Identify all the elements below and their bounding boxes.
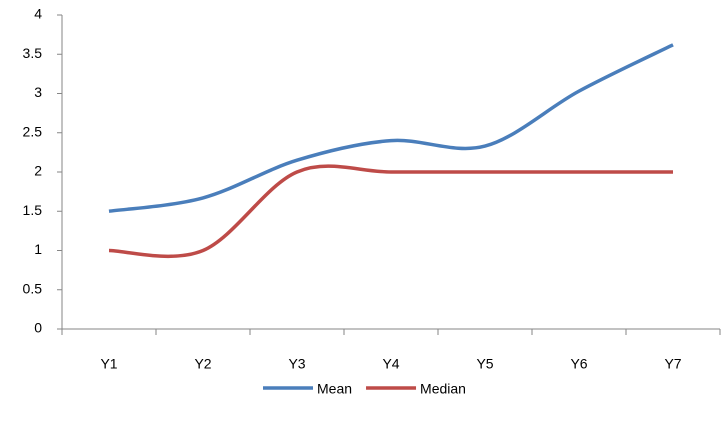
- series-line: [108, 43, 674, 213]
- x-tick-label: Y6: [570, 356, 587, 372]
- y-tick-label: 0: [34, 320, 42, 336]
- x-tick-label: Y7: [664, 356, 681, 372]
- y-tick-label: 4: [34, 6, 42, 22]
- y-tick-label: 2: [34, 163, 42, 179]
- x-tick-label: Y3: [288, 356, 305, 372]
- x-tick-label: Y5: [476, 356, 493, 372]
- legend-label: Median: [420, 381, 466, 397]
- x-tick-label: Y4: [382, 356, 399, 372]
- y-tick-label: 2.5: [23, 123, 43, 139]
- y-tick-label: 3.5: [23, 45, 43, 61]
- x-tick-label: Y1: [100, 356, 117, 372]
- y-tick-label: 0.5: [23, 280, 43, 296]
- legend-label: Mean: [317, 381, 352, 397]
- y-tick-label: 1: [34, 241, 42, 257]
- y-tick-label: 1.5: [23, 202, 43, 218]
- y-tick-label: 3: [34, 84, 42, 100]
- series-line: [108, 164, 673, 259]
- x-tick-label: Y2: [194, 356, 211, 372]
